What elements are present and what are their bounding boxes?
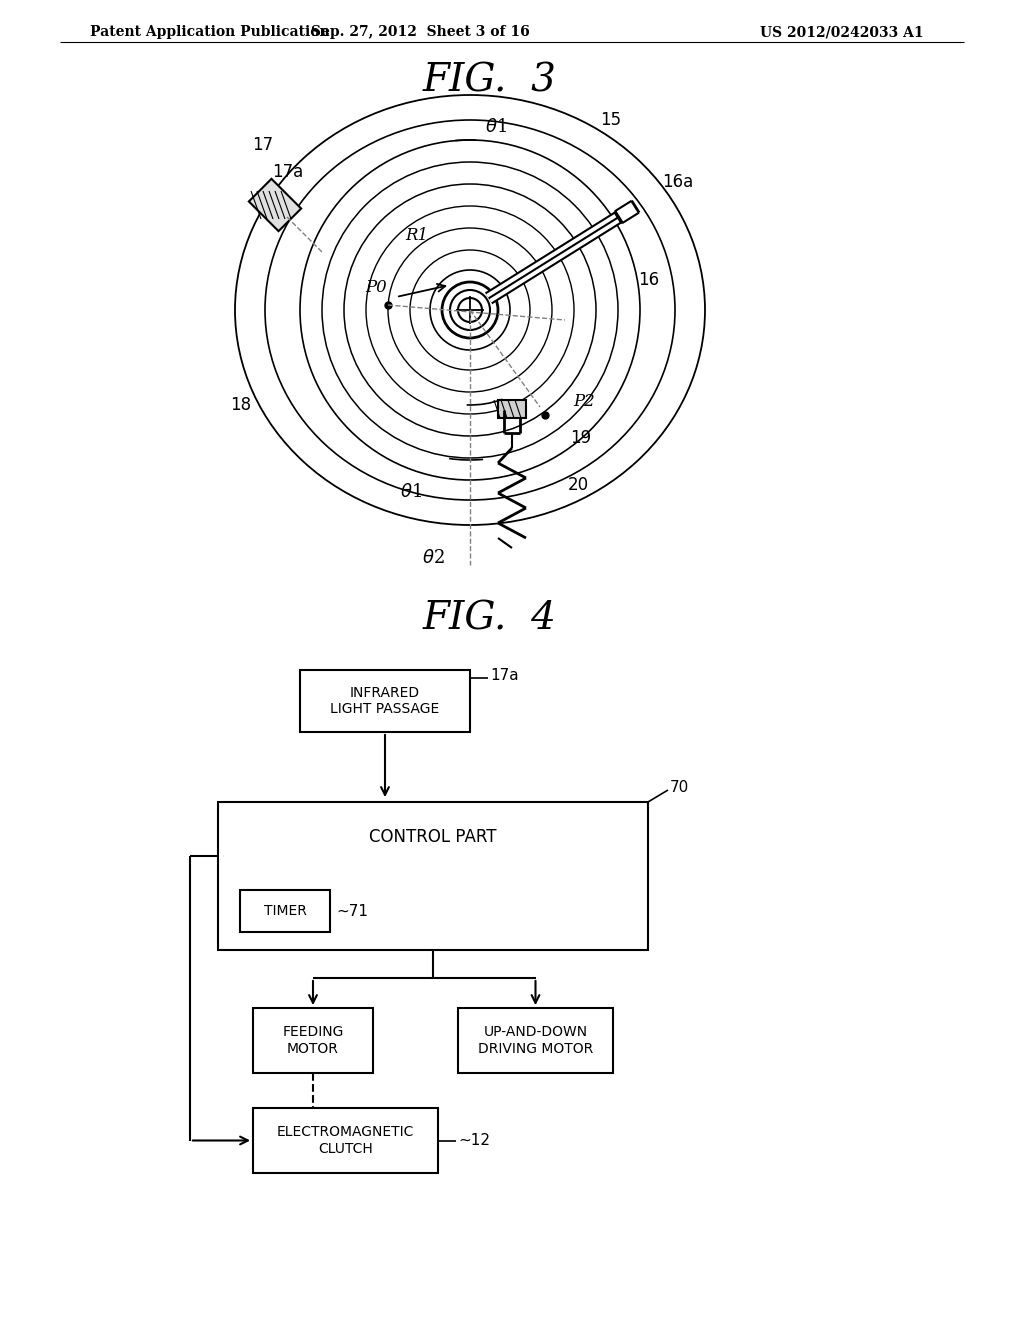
Text: 16a: 16a (662, 173, 693, 191)
Text: R1: R1 (406, 227, 428, 243)
Text: 17a: 17a (490, 668, 518, 682)
Text: 16: 16 (638, 271, 659, 289)
Text: FIG.  4: FIG. 4 (423, 601, 557, 638)
Bar (253, 1107, 438, 1173)
Text: $\it{\theta}$1: $\it{\theta}$1 (400, 483, 422, 502)
Text: UP-AND-DOWN
DRIVING MOTOR: UP-AND-DOWN DRIVING MOTOR (478, 1026, 593, 1056)
Bar (253, 1008, 373, 1073)
Text: P2: P2 (573, 393, 595, 411)
Text: $\it{\theta}$1: $\it{\theta}$1 (485, 117, 507, 136)
Text: ~71: ~71 (336, 903, 368, 919)
Text: FIG.  3: FIG. 3 (423, 62, 557, 99)
Bar (218, 803, 648, 950)
Text: $\it{\theta}$2: $\it{\theta}$2 (422, 549, 444, 568)
Text: Patent Application Publication: Patent Application Publication (90, 25, 330, 40)
Text: FEEDING
MOTOR: FEEDING MOTOR (283, 1026, 344, 1056)
Text: 15: 15 (600, 111, 622, 129)
Bar (498, 400, 526, 418)
Bar (249, 178, 301, 231)
Text: 19: 19 (570, 429, 591, 447)
Text: ELECTROMAGNETIC
CLUTCH: ELECTROMAGNETIC CLUTCH (276, 1126, 414, 1155)
Bar (458, 1008, 613, 1073)
Text: US 2012/0242033 A1: US 2012/0242033 A1 (760, 25, 924, 40)
Text: 17a: 17a (272, 162, 303, 181)
Text: Sep. 27, 2012  Sheet 3 of 16: Sep. 27, 2012 Sheet 3 of 16 (310, 25, 529, 40)
Text: 18: 18 (230, 396, 251, 414)
Text: 70: 70 (670, 780, 689, 796)
Text: ~12: ~12 (458, 1133, 490, 1148)
Bar (240, 890, 330, 932)
Text: TIMER: TIMER (263, 904, 306, 917)
Text: 20: 20 (568, 477, 589, 494)
Text: P0: P0 (365, 280, 387, 297)
Text: INFRARED
LIGHT PASSAGE: INFRARED LIGHT PASSAGE (331, 686, 439, 715)
Bar (300, 671, 470, 733)
Text: CONTROL PART: CONTROL PART (370, 828, 497, 846)
Text: 17: 17 (252, 136, 273, 154)
